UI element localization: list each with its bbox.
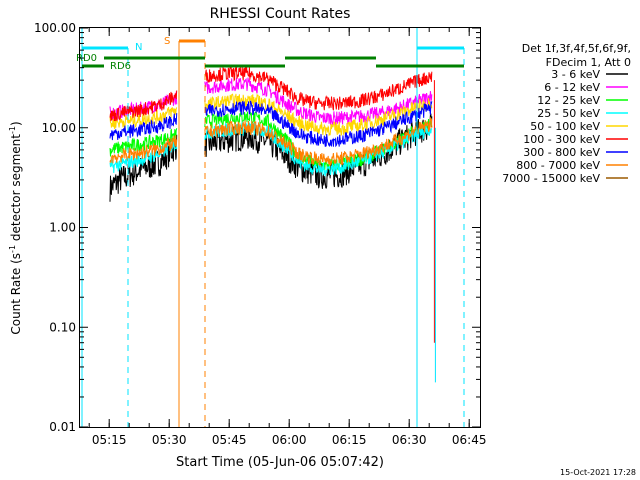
x-tick-label: 05:15	[92, 433, 127, 447]
series-line-6-seg-1	[204, 100, 433, 148]
legend-label: 25 - 50 keV	[537, 107, 600, 120]
series-line-0-seg-0	[109, 134, 178, 202]
footer-date: 15-Oct-2021 17:28	[560, 468, 636, 477]
state-indicators: N S RD0 RD6	[76, 28, 465, 427]
y-axis-ticks: 0.01 0.10 1.00 10.00 100.00	[34, 21, 480, 434]
series-line-7-seg-1	[204, 117, 433, 167]
x-tick-label: 06:15	[332, 433, 367, 447]
chart-title: RHESSI Count Rates	[210, 6, 351, 22]
legend-label: 800 - 7000 keV	[516, 159, 600, 172]
legend: Det 1f,3f,4f,5f,6f,9f, FDecim 1, Att 0 3…	[502, 42, 631, 185]
series-line-4-seg-0	[109, 106, 178, 130]
y-tick-label: 1.00	[49, 221, 76, 235]
series-line-0-seg-1	[204, 113, 433, 189]
legend-label: 100 - 300 keV	[523, 133, 600, 146]
series-line-5-seg-1	[204, 65, 433, 111]
y-tick-label: 10.00	[42, 121, 76, 135]
y-axis-label: Count Rate (s-1 detector segment-1)	[8, 121, 23, 334]
series-line-7-seg-0	[109, 135, 178, 164]
x-tick-label: 06:45	[452, 433, 487, 447]
legend-label: 6 - 12 keV	[544, 81, 600, 94]
series-line-2-seg-0	[109, 128, 178, 157]
series-line-5-seg-0	[109, 90, 178, 122]
legend-header-line-1: Det 1f,3f,4f,5f,6f,9f,	[522, 42, 631, 55]
y-tick-label: 100.00	[34, 21, 76, 35]
x-tick-label: 06:30	[392, 433, 427, 447]
annotation-rd0: RD0	[76, 53, 97, 64]
x-axis-ticks: 05:15 05:30 05:45 06:00 06:15 06:30 06:45	[88, 28, 487, 447]
plot-frame	[79, 27, 481, 428]
legend-label: 7000 - 15000 keV	[502, 172, 600, 185]
series-line-1-seg-1	[204, 77, 433, 126]
x-axis-label: Start Time (05-Jun-06 05:07:42)	[176, 455, 384, 470]
legend-header-line-2: FDecim 1, Att 0	[546, 56, 631, 69]
legend-label: 3 - 6 keV	[551, 68, 600, 81]
x-tick-label: 06:00	[272, 433, 307, 447]
x-tick-label: 05:30	[152, 433, 187, 447]
legend-label: 300 - 800 keV	[523, 146, 600, 159]
y-tick-label: 0.01	[49, 420, 76, 434]
series-line-6-seg-0	[109, 113, 178, 141]
annotation-rd6: RD6	[110, 61, 131, 72]
legend-label: 12 - 25 keV	[537, 94, 600, 107]
y-tick-label: 0.10	[49, 320, 76, 334]
annotation-s: S	[164, 36, 170, 47]
annotation-n: N	[135, 42, 142, 53]
data-series	[109, 65, 436, 383]
legend-label: 50 - 100 keV	[530, 120, 600, 133]
x-tick-label: 05:45	[212, 433, 247, 447]
